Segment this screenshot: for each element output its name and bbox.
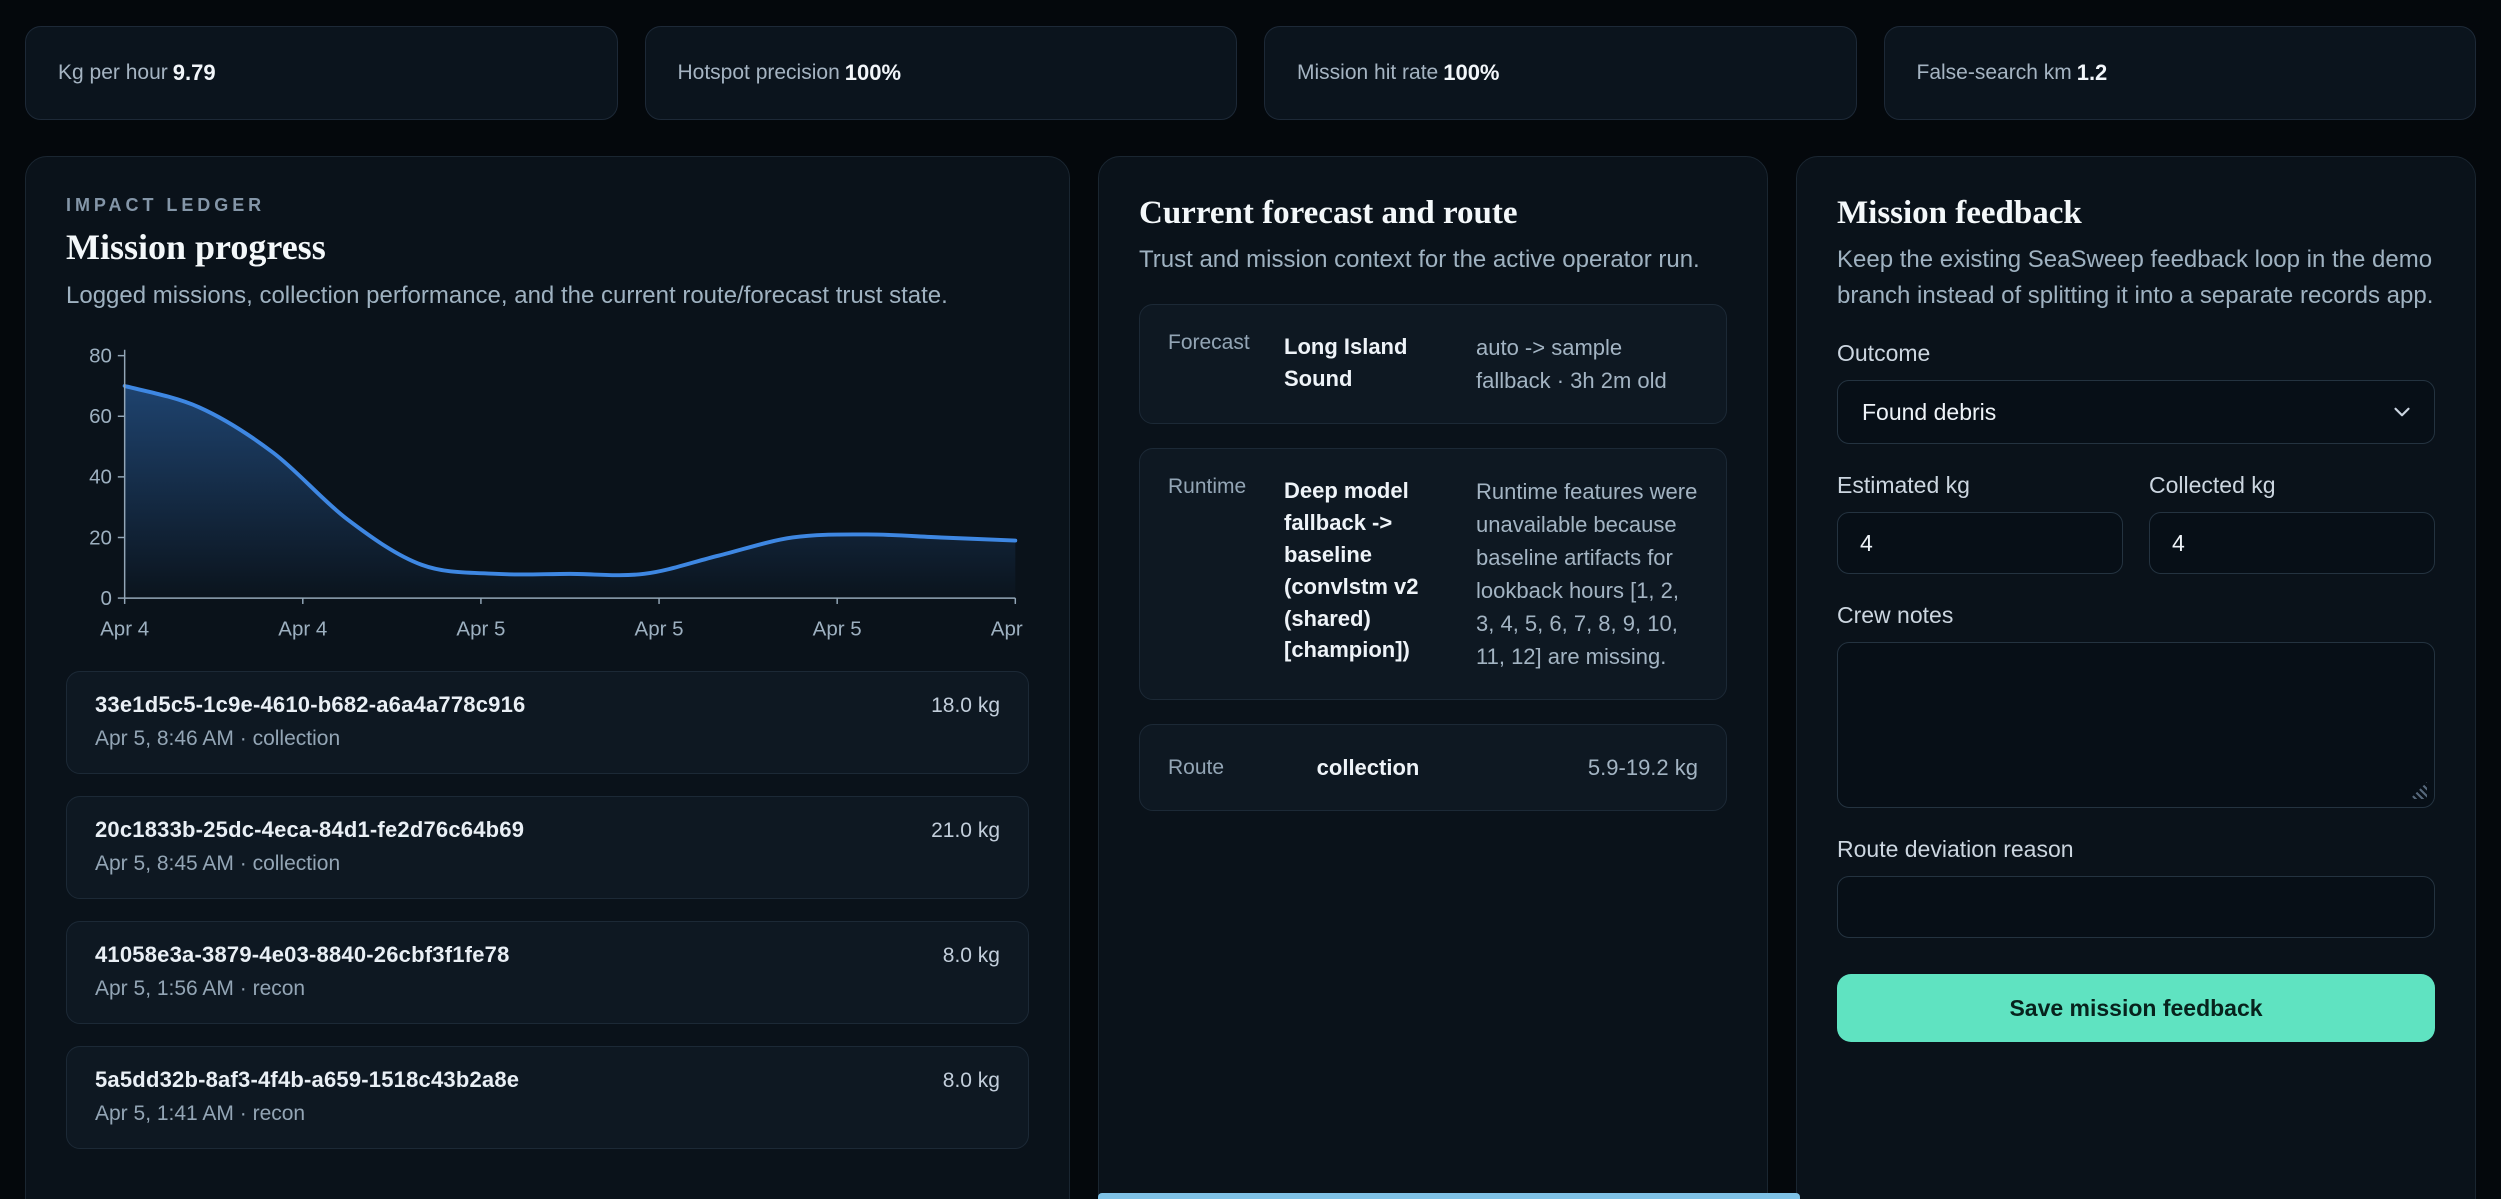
crew-notes-label: Crew notes <box>1837 602 1954 628</box>
context-detail: auto -> sample fallback · 3h 2m old <box>1476 335 1667 393</box>
mission-progress-panel: IMPACT LEDGER Mission progress Logged mi… <box>25 156 1070 1199</box>
mission-meta: Apr 5, 8:45 AM · collection <box>95 852 341 876</box>
stat-label: Kg per hour <box>58 61 168 84</box>
main-columns: IMPACT LEDGER Mission progress Logged mi… <box>25 156 2476 1199</box>
mission-id: 20c1833b-25dc-4eca-84d1-fe2d76c64b69 <box>95 817 525 843</box>
svg-text:Apr 5: Apr 5 <box>813 617 862 640</box>
mission-id: 5a5dd32b-8af3-4f4b-a659-1518c43b2a8e <box>95 1067 520 1093</box>
crew-notes-textarea[interactable] <box>1837 642 2435 808</box>
mission-list-item: 41058e3a-3879-4e03-8840-26cbf3f1fe78 Apr… <box>66 921 1029 1025</box>
save-mission-feedback-button[interactable]: Save mission feedback <box>1837 974 2435 1042</box>
crew-notes-wrap <box>1837 642 2435 808</box>
stat-card-3: False-search km 1.2 <box>1883 26 2476 120</box>
mission-info: 33e1d5c5-1c9e-4610-b682-a6a4a778c916 Apr… <box>95 692 525 751</box>
svg-text:60: 60 <box>89 405 112 428</box>
context-main: Deep model fallback -> baseline (convlst… <box>1284 478 1419 663</box>
outcome-select-wrap: Found debris <box>1837 380 2435 444</box>
mission-progress-title: Mission progress <box>66 227 326 267</box>
context-row-runtime: Runtime Deep model fallback -> baseline … <box>1139 448 1727 700</box>
estimated-kg-field: Estimated kg <box>1837 444 2123 574</box>
svg-text:Apr 5: Apr 5 <box>991 617 1029 640</box>
svg-text:Apr 4: Apr 4 <box>278 617 327 640</box>
route-deviation-input[interactable] <box>1837 876 2435 938</box>
context-label: Route <box>1168 755 1225 779</box>
mission-feedback-panel: Mission feedback Keep the existing SeaSw… <box>1796 156 2476 1199</box>
mission-id: 33e1d5c5-1c9e-4610-b682-a6a4a778c916 <box>95 692 526 718</box>
context-main: collection <box>1316 754 1420 780</box>
forecast-route-title: Current forecast and route <box>1139 195 1518 231</box>
mission-info: 5a5dd32b-8af3-4f4b-a659-1518c43b2a8e Apr… <box>95 1067 519 1126</box>
stat-label: Hotspot precision <box>677 61 840 84</box>
route-deviation-label: Route deviation reason <box>1837 836 2074 862</box>
mission-list-item: 5a5dd32b-8af3-4f4b-a659-1518c43b2a8e Apr… <box>66 1046 1029 1150</box>
svg-text:40: 40 <box>89 466 112 489</box>
mission-info: 41058e3a-3879-4e03-8840-26cbf3f1fe78 Apr… <box>95 942 510 1001</box>
forecast-route-subtitle: Trust and mission context for the active… <box>1139 246 1700 273</box>
estimated-kg-label: Estimated kg <box>1837 472 1970 498</box>
mission-info: 20c1833b-25dc-4eca-84d1-fe2d76c64b69 Apr… <box>95 817 524 876</box>
outcome-label: Outcome <box>1837 340 1931 366</box>
context-label: Forecast <box>1168 331 1250 354</box>
svg-text:0: 0 <box>101 587 112 610</box>
collected-kg-input[interactable] <box>2149 512 2435 574</box>
mission-meta: Apr 5, 1:41 AM · recon <box>95 1102 306 1126</box>
context-detail: Runtime features were unavailable becaus… <box>1476 479 1698 669</box>
context-label: Runtime <box>1168 475 1247 498</box>
collected-kg-field: Collected kg <box>2149 444 2435 574</box>
svg-text:20: 20 <box>89 526 112 549</box>
mission-list-item: 20c1833b-25dc-4eca-84d1-fe2d76c64b69 Apr… <box>66 796 1029 900</box>
mission-meta: Apr 5, 1:56 AM · recon <box>95 977 306 1001</box>
svg-text:Apr 4: Apr 4 <box>100 617 149 640</box>
collected-kg-label: Collected kg <box>2149 472 2276 498</box>
kg-fields-row: Estimated kg Collected kg <box>1837 444 2435 574</box>
svg-text:Apr 5: Apr 5 <box>456 617 505 640</box>
mission-progress-chart: 0 20 40 60 80 Apr 4 Apr 4 Apr 5 Apr 5 Apr 5 Apr 5 <box>89 344 1029 640</box>
mission-meta: Apr 5, 8:46 AM · collection <box>95 727 341 751</box>
outcome-select[interactable]: Found debris <box>1837 380 2435 444</box>
mission-kg: 8.0 kg <box>942 944 1000 968</box>
mission-feedback-title: Mission feedback <box>1837 195 2082 231</box>
cutoff-bottom-element[interactable] <box>1098 1193 1800 1199</box>
stat-label: False-search km <box>1916 61 2072 84</box>
stat-value: 100% <box>1443 60 1500 85</box>
impact-ledger-eyebrow: IMPACT LEDGER <box>66 195 266 215</box>
context-row-forecast: Forecast Long Island Sound auto -> sampl… <box>1139 304 1727 424</box>
stat-card-1: Hotspot precision 100% <box>644 26 1237 120</box>
stat-label: Mission hit rate <box>1297 61 1439 84</box>
context-row-route: Route collection 5.9-19.2 kg <box>1139 724 1727 811</box>
stats-row: Kg per hour 9.79 Hotspot precision 100% … <box>25 26 2476 120</box>
stat-value: 100% <box>844 60 902 85</box>
mission-progress-subtitle: Logged missions, collection performance,… <box>66 282 948 309</box>
context-detail: 5.9-19.2 kg <box>1587 755 1698 780</box>
mission-kg: 18.0 kg <box>931 694 1000 718</box>
mission-feedback-subtitle: Keep the existing SeaSweep feedback loop… <box>1837 246 2434 309</box>
forecast-route-panel: Current forecast and route Trust and mis… <box>1098 156 1768 1199</box>
mission-list-item: 33e1d5c5-1c9e-4610-b682-a6a4a778c916 Apr… <box>66 671 1029 775</box>
mission-id: 41058e3a-3879-4e03-8840-26cbf3f1fe78 <box>95 942 510 968</box>
stat-card-2: Mission hit rate 100% <box>1264 26 1857 120</box>
mission-kg: 21.0 kg <box>931 819 1000 843</box>
mission-list: 33e1d5c5-1c9e-4610-b682-a6a4a778c916 Apr… <box>66 671 1029 1150</box>
stat-value: 1.2 <box>2076 60 2108 85</box>
mission-kg: 8.0 kg <box>942 1069 1000 1093</box>
svg-text:Apr 5: Apr 5 <box>635 617 684 640</box>
estimated-kg-input[interactable] <box>1837 512 2123 574</box>
context-rows: Forecast Long Island Sound auto -> sampl… <box>1139 304 1727 811</box>
stat-value: 9.79 <box>172 60 216 85</box>
stat-card-0: Kg per hour 9.79 <box>25 26 618 120</box>
context-main: Long Island Sound <box>1284 334 1408 391</box>
svg-text:80: 80 <box>89 344 112 367</box>
